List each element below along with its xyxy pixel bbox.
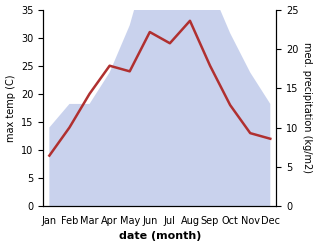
X-axis label: date (month): date (month) [119, 231, 201, 242]
Y-axis label: max temp (C): max temp (C) [5, 74, 16, 142]
Y-axis label: med. precipitation (kg/m2): med. precipitation (kg/m2) [302, 42, 313, 173]
